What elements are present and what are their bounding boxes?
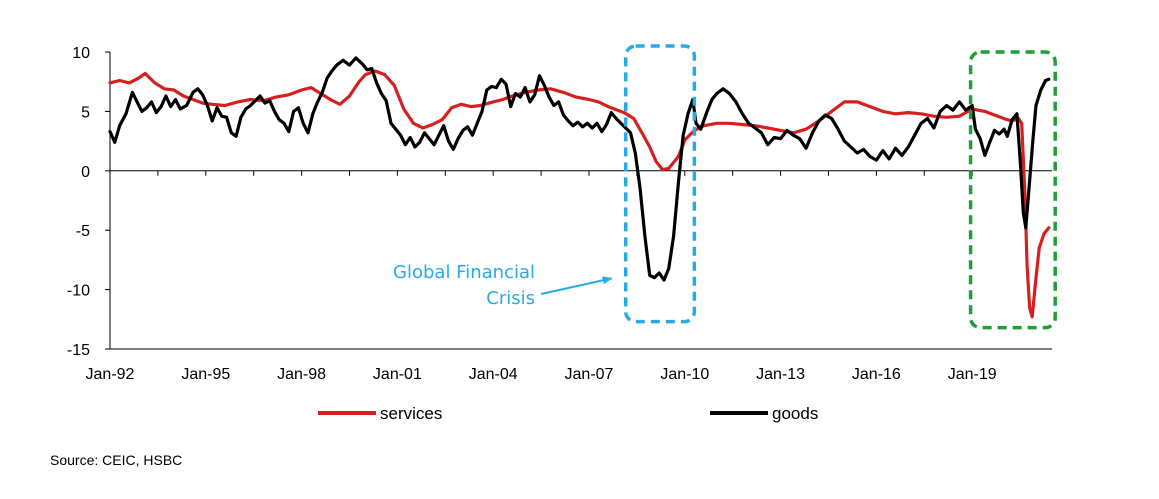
y-tick-label: -10 xyxy=(67,283,90,300)
series-line-services xyxy=(108,69,1051,319)
y-tick-label: -15 xyxy=(67,342,90,359)
highlight-box-global-financial-crisis xyxy=(623,44,697,324)
x-tick-label: Jan-01 xyxy=(373,366,422,383)
y-tick-label: -5 xyxy=(76,223,90,240)
x-tick-label: Jan-95 xyxy=(181,366,230,383)
x-tick-label: Jan-13 xyxy=(756,366,805,383)
y-tick-label: 0 xyxy=(81,164,90,181)
x-tick-label: Jan-19 xyxy=(948,366,997,383)
y-tick-label: 5 xyxy=(81,104,90,121)
legend-label-goods: goods xyxy=(772,404,818,423)
annotation-arrow xyxy=(540,276,613,295)
x-tick-label: Jan-92 xyxy=(86,366,135,383)
series-line-goods xyxy=(108,56,1051,282)
x-tick-label: Jan-16 xyxy=(852,366,901,383)
x-tick-label: Jan-10 xyxy=(660,366,709,383)
y-tick-label: 10 xyxy=(72,45,90,62)
x-tick-label: Jan-07 xyxy=(565,366,614,383)
legend-label-services: services xyxy=(380,404,442,423)
x-tick-label: Jan-04 xyxy=(469,366,518,383)
annotation-text-line: Global Financial xyxy=(393,262,535,283)
annotation-text-line: Crisis xyxy=(486,288,535,309)
highlight-box-covid-shock xyxy=(968,50,1057,330)
x-tick-label: Jan-98 xyxy=(277,366,326,383)
source-note: Source: CEIC, HSBC xyxy=(50,452,183,468)
